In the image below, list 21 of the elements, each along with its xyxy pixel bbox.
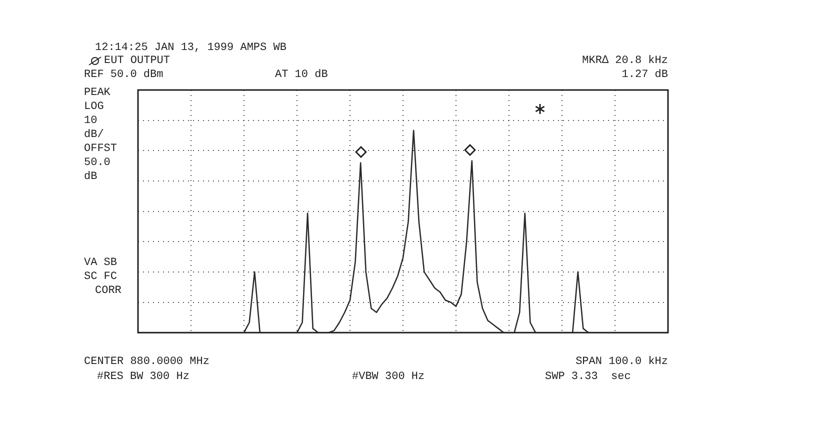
text: CORR [95,285,122,297]
text: VA SB [84,257,118,269]
text: EUT OUTPUT [104,55,170,67]
text: SPAN 100.0 kHz [576,356,668,368]
text: REF 50.0 dBm [84,69,164,81]
text: LOG [84,101,104,113]
text: 10 [84,115,98,127]
text: CENTER 880.0000 MHz [84,356,210,368]
text: #RES BW 300 Hz [97,371,190,383]
text: PEAK [84,87,110,99]
text: SC FC [84,271,118,283]
text: AT 10 dB [275,69,328,81]
text: 12:14:25 JAN 13, 1999 AMPS WB [95,42,286,54]
text: dB/ [84,129,104,141]
text: #VBW 300 Hz [352,371,425,383]
text: SWP 3.33 sec [545,371,631,383]
text: 1.27 dB [622,69,668,81]
text: MKR∆ 20.8 kHz [582,55,668,67]
text: OFFST [84,143,118,155]
text: 50.0 [84,157,110,169]
text: dB [84,171,98,183]
